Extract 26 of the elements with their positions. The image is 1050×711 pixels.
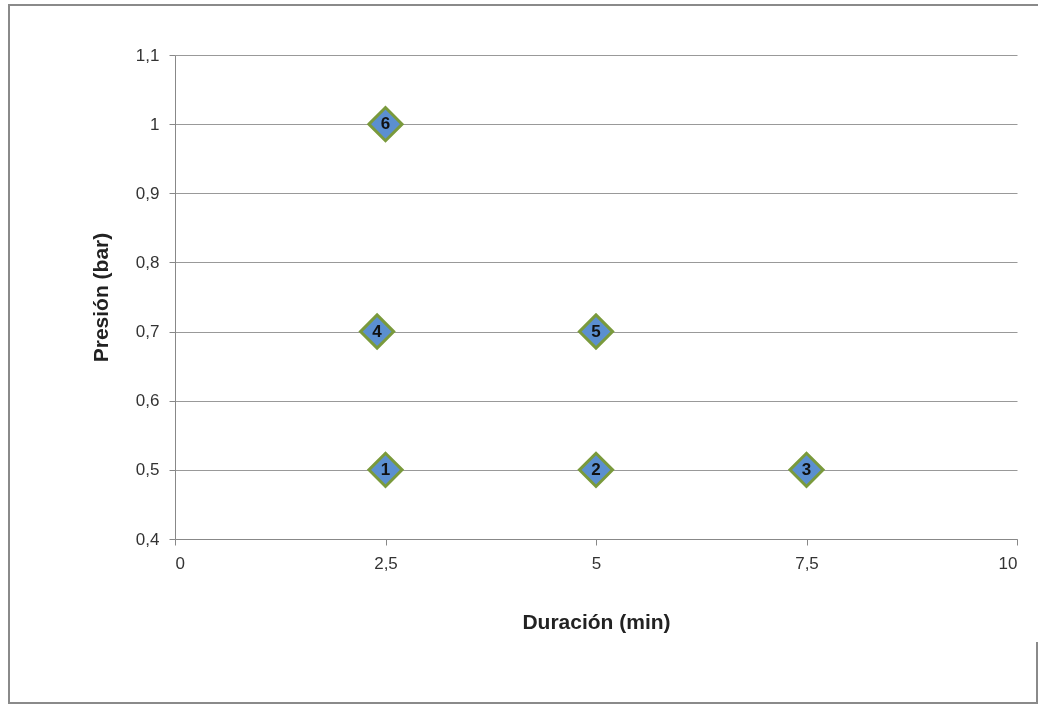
- y-tick-label: 0,7: [135, 322, 160, 342]
- annotation: 5: [591, 321, 601, 341]
- annotation: 4: [372, 321, 383, 341]
- point: [788, 451, 825, 488]
- x-tick-label: 7,5: [795, 553, 819, 573]
- y-tick-label: 0,4: [135, 529, 160, 549]
- annotation: 3: [801, 459, 812, 479]
- x-tick-label: 2,5: [374, 553, 398, 573]
- x-tick-label: 0: [175, 553, 185, 573]
- x-axis-title: Duración (min): [522, 609, 671, 633]
- annotation: 1: [380, 459, 391, 479]
- y-tick-label: 0,5: [135, 460, 160, 480]
- x-tick-label: 10: [998, 553, 1018, 573]
- annotation: 2: [591, 459, 601, 479]
- point: [577, 313, 615, 350]
- y-tick-label: 0,8: [135, 252, 160, 272]
- y-tick-label: 1,1: [135, 45, 160, 65]
- point: [367, 106, 404, 143]
- x-tick-label: 5: [591, 553, 602, 573]
- point: [359, 313, 396, 350]
- point: [367, 451, 404, 488]
- y-axis-title: Presión (bar): [88, 232, 112, 363]
- y-tick-label: 1: [150, 114, 160, 134]
- y-tick-label: 0,9: [135, 183, 160, 203]
- annotation: 6: [380, 114, 391, 134]
- y-tick-label: 0,6: [135, 391, 160, 411]
